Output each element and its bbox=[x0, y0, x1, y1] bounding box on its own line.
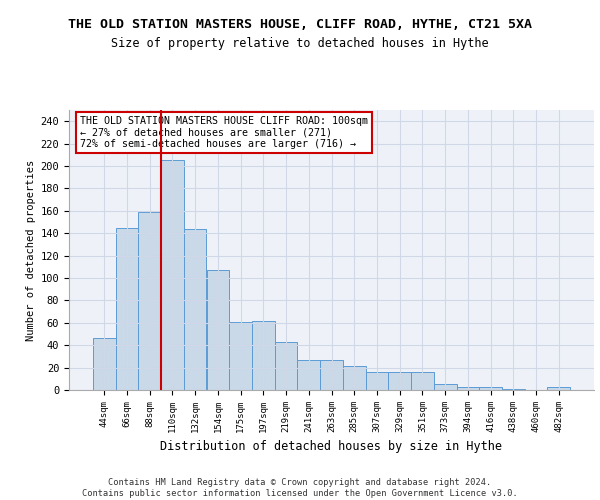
Bar bbox=[252, 320, 275, 390]
Text: Contains HM Land Registry data © Crown copyright and database right 2024.
Contai: Contains HM Land Registry data © Crown c… bbox=[82, 478, 518, 498]
Bar bbox=[502, 389, 524, 390]
Bar bbox=[275, 342, 298, 390]
X-axis label: Distribution of detached houses by size in Hythe: Distribution of detached houses by size … bbox=[161, 440, 503, 454]
Bar bbox=[457, 386, 479, 390]
Bar bbox=[343, 366, 365, 390]
Text: THE OLD STATION MASTERS HOUSE, CLIFF ROAD, HYTHE, CT21 5XA: THE OLD STATION MASTERS HOUSE, CLIFF ROA… bbox=[68, 18, 532, 30]
Bar bbox=[184, 228, 206, 390]
Bar bbox=[206, 270, 229, 390]
Y-axis label: Number of detached properties: Number of detached properties bbox=[26, 160, 37, 340]
Bar bbox=[388, 372, 411, 390]
Bar bbox=[547, 386, 570, 390]
Text: Size of property relative to detached houses in Hythe: Size of property relative to detached ho… bbox=[111, 38, 489, 51]
Bar bbox=[320, 360, 343, 390]
Bar bbox=[479, 386, 502, 390]
Bar bbox=[411, 372, 434, 390]
Bar bbox=[298, 360, 320, 390]
Text: THE OLD STATION MASTERS HOUSE CLIFF ROAD: 100sqm
← 27% of detached houses are sm: THE OLD STATION MASTERS HOUSE CLIFF ROAD… bbox=[79, 116, 367, 149]
Bar bbox=[93, 338, 116, 390]
Bar bbox=[229, 322, 252, 390]
Bar bbox=[161, 160, 184, 390]
Bar bbox=[116, 228, 139, 390]
Bar bbox=[434, 384, 457, 390]
Bar bbox=[139, 212, 161, 390]
Bar bbox=[365, 372, 388, 390]
